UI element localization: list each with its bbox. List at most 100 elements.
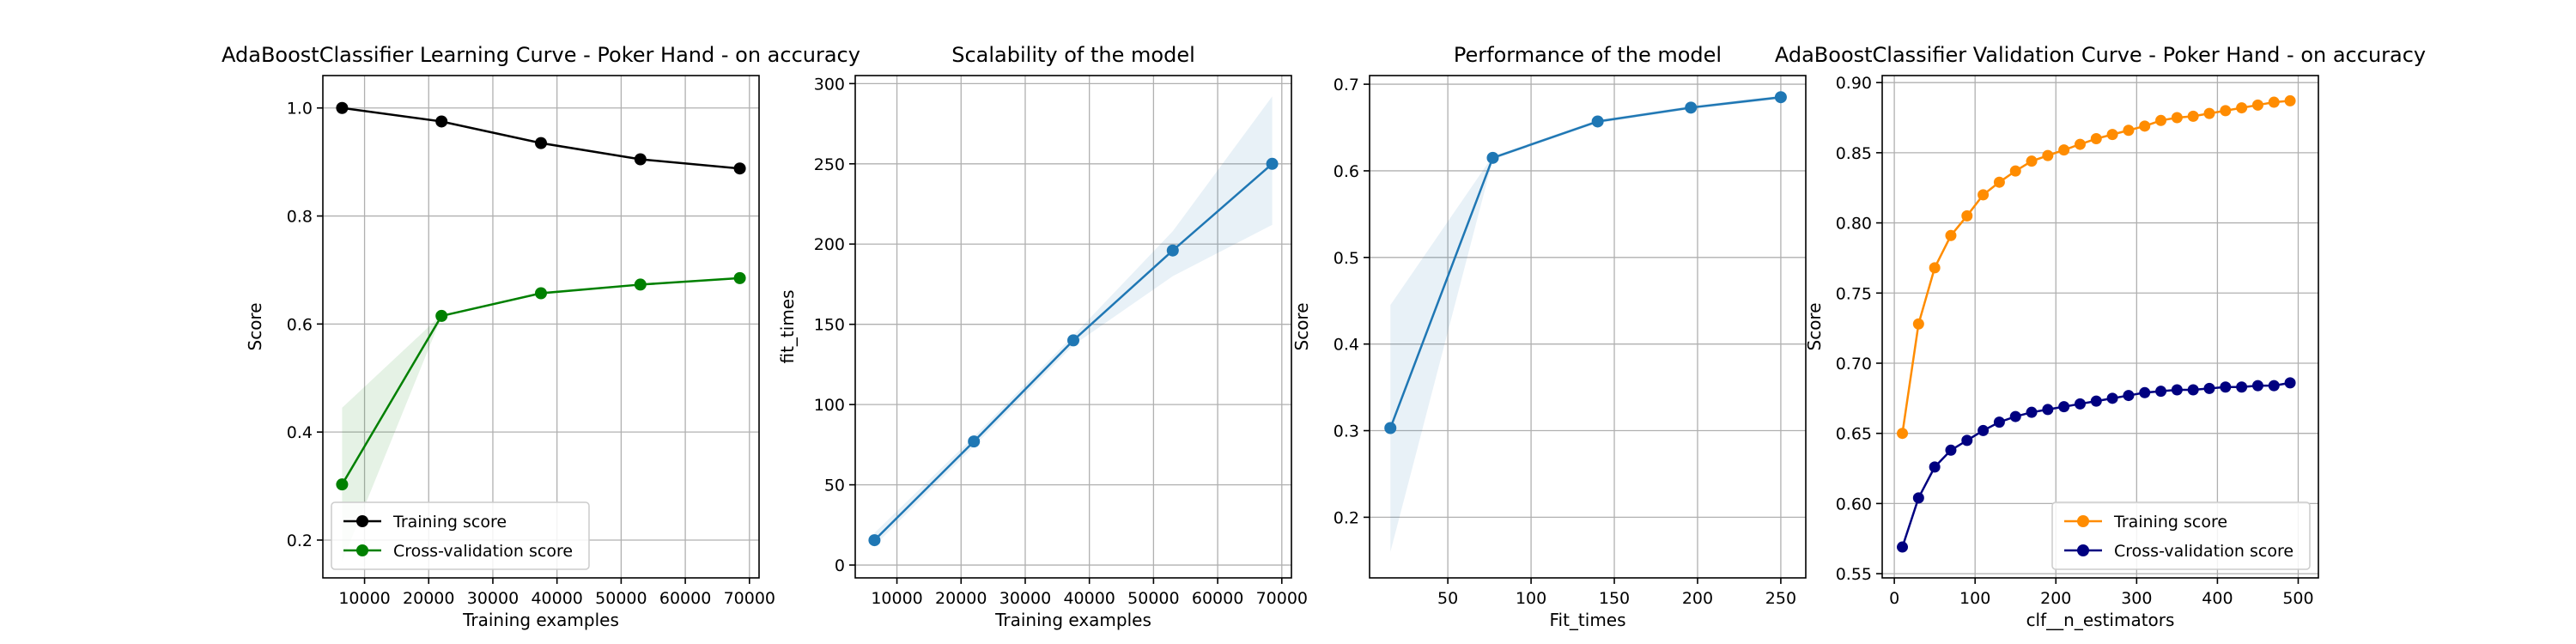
data-point bbox=[1897, 541, 1909, 553]
data-point bbox=[634, 153, 647, 166]
x-tick-label: 40000 bbox=[531, 589, 582, 608]
data-point bbox=[2220, 381, 2232, 393]
legend-box bbox=[331, 501, 590, 570]
legend-swatch-marker bbox=[2077, 544, 2089, 556]
x-tick-label: 50000 bbox=[1127, 589, 1179, 608]
legend: Training score Cross-validation score bbox=[2051, 501, 2311, 570]
x-tick-label: 250 bbox=[1765, 589, 1796, 608]
x-tick-label: 40000 bbox=[1063, 589, 1115, 608]
legend: Training score Cross-validation score bbox=[331, 501, 590, 570]
y-tick-label: 0.70 bbox=[1836, 355, 1872, 374]
y-tick-label: 0.2 bbox=[287, 532, 313, 550]
y-tick-label: 0.55 bbox=[1836, 565, 1872, 584]
legend-label: Cross-validation score bbox=[2114, 542, 2293, 561]
y-tick-label: 0.6 bbox=[1334, 162, 1359, 181]
data-point bbox=[1774, 91, 1787, 104]
data-point bbox=[1961, 210, 1973, 222]
data-point bbox=[2090, 395, 2102, 407]
data-point bbox=[1929, 461, 1941, 473]
data-point bbox=[2123, 125, 2135, 137]
data-point bbox=[2236, 102, 2248, 114]
data-point bbox=[1929, 262, 1941, 274]
data-point bbox=[435, 115, 448, 128]
y-axis-label: Score bbox=[1291, 302, 1312, 350]
data-point bbox=[1384, 422, 1397, 434]
data-point bbox=[2268, 96, 2280, 108]
data-point bbox=[2009, 165, 2021, 177]
legend-swatch-marker bbox=[356, 515, 368, 527]
data-point bbox=[2074, 398, 2086, 410]
y-tick-label: 150 bbox=[814, 316, 845, 335]
data-point bbox=[2026, 406, 2038, 418]
data-point bbox=[2251, 99, 2263, 111]
chart-4: 0 100 200 300 400 500 0.55 0.60 0.65 0.70 0.75 0.80… bbox=[1775, 43, 2426, 630]
y-tick-label: 0.7 bbox=[1334, 76, 1359, 94]
data-point bbox=[2155, 386, 2167, 398]
x-tick-label: 0 bbox=[1889, 589, 1899, 608]
y-tick-label: 0.4 bbox=[1334, 336, 1359, 355]
chart-title: AdaBoostClassifier Learning Curve - Poke… bbox=[222, 43, 860, 67]
data-point bbox=[2042, 149, 2054, 161]
chart-title: AdaBoostClassifier Validation Curve - Po… bbox=[1775, 43, 2426, 67]
x-tick-label: 10000 bbox=[338, 589, 390, 608]
legend-box bbox=[2051, 501, 2311, 570]
y-tick-label: 0.65 bbox=[1836, 425, 1872, 444]
data-point bbox=[2123, 390, 2135, 402]
data-point bbox=[1912, 318, 1924, 330]
y-tick-label: 0.3 bbox=[1334, 422, 1359, 441]
data-point bbox=[2187, 110, 2199, 122]
data-point bbox=[968, 435, 981, 448]
data-point bbox=[336, 478, 349, 491]
data-point bbox=[1486, 151, 1499, 164]
chart-3: 50 100 150 200 250 0.2 0.3 0.4 0.5 0.6 0.7 Performa… bbox=[1291, 43, 1807, 630]
data-point bbox=[2042, 404, 2054, 416]
grid bbox=[323, 76, 759, 578]
data-point bbox=[634, 278, 647, 291]
x-tick-label: 500 bbox=[2282, 589, 2313, 608]
data-point bbox=[1945, 229, 1957, 241]
axes-frame bbox=[1369, 75, 1807, 579]
x-tick-label: 100 bbox=[1959, 589, 1990, 608]
chart-title: Performance of the model bbox=[1454, 43, 1722, 67]
x-tick-label: 70000 bbox=[1256, 589, 1308, 608]
axes-frame bbox=[1881, 75, 2319, 579]
legend-label: Training score bbox=[2113, 513, 2227, 532]
data-point bbox=[336, 101, 349, 114]
data-point bbox=[868, 534, 881, 547]
axes-frame bbox=[322, 75, 760, 579]
x-tick-label: 50000 bbox=[595, 589, 647, 608]
data-point bbox=[1945, 444, 1957, 456]
x-axis-label: Training examples bbox=[462, 610, 619, 630]
y-tick-label: 0.80 bbox=[1836, 215, 1872, 234]
data-point bbox=[1912, 492, 1924, 504]
confidence-band-1 bbox=[1390, 95, 1781, 552]
y-tick-label: 50 bbox=[824, 477, 845, 495]
x-tick-label: 300 bbox=[2121, 589, 2152, 608]
y-axis-label: Score bbox=[245, 302, 265, 350]
y-tick-label: 200 bbox=[814, 235, 845, 254]
x-tick-label: 70000 bbox=[724, 589, 775, 608]
x-tick-label: 150 bbox=[1599, 589, 1630, 608]
data-point bbox=[2074, 138, 2086, 150]
data-point bbox=[2139, 120, 2151, 132]
y-tick-label: 0.75 bbox=[1836, 284, 1872, 303]
data-point bbox=[2106, 129, 2118, 141]
data-point bbox=[2009, 410, 2021, 422]
y-axis-label: Score bbox=[1804, 302, 1825, 350]
data-point bbox=[535, 287, 547, 300]
x-tick-label: 60000 bbox=[659, 589, 711, 608]
x-tick-label: 50 bbox=[1437, 589, 1458, 608]
legend-swatch-marker bbox=[356, 544, 368, 556]
y-tick-label: 1.0 bbox=[287, 100, 313, 118]
x-axis-label: Fit_times bbox=[1549, 610, 1625, 630]
data-point bbox=[2171, 112, 2183, 124]
x-tick-label: 60000 bbox=[1192, 589, 1243, 608]
x-axis-label: Training examples bbox=[994, 610, 1151, 630]
y-tick-label: 0.60 bbox=[1836, 495, 1872, 513]
x-tick-label: 100 bbox=[1516, 589, 1546, 608]
grid bbox=[855, 76, 1291, 578]
data-point bbox=[2171, 384, 2183, 396]
data-point bbox=[2155, 114, 2167, 126]
x-tick-label: 20000 bbox=[403, 589, 454, 608]
x-tick-label: 30000 bbox=[999, 589, 1051, 608]
